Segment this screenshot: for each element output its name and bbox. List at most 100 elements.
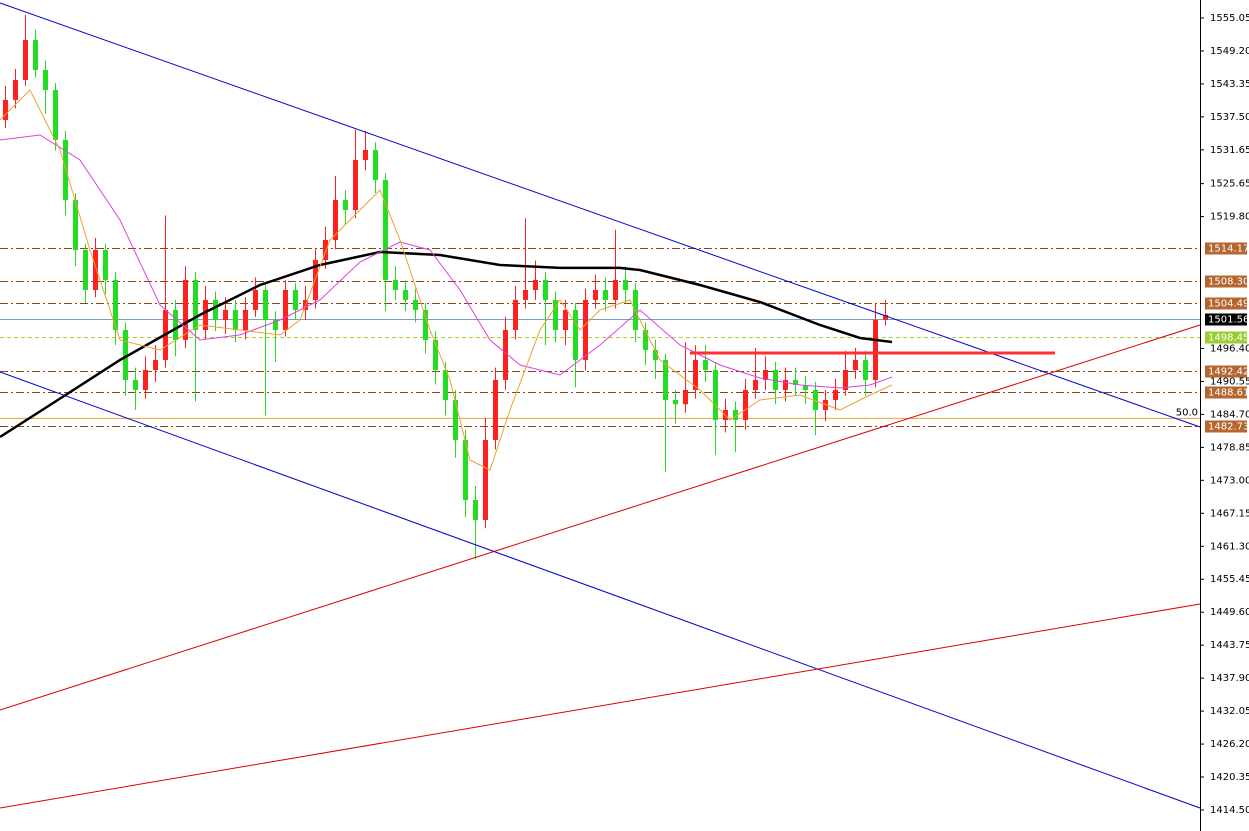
candle-body xyxy=(33,39,38,70)
y-tick-label: 1426.20 xyxy=(1210,739,1249,750)
trendline xyxy=(0,603,1201,809)
candle-body xyxy=(213,299,218,320)
candle-body xyxy=(443,369,448,400)
y-tick-label: 1420.35 xyxy=(1210,772,1249,783)
candle-body xyxy=(23,39,28,80)
y-tick-label: 1549.20 xyxy=(1210,46,1249,57)
candle-body xyxy=(683,390,688,405)
moving-average xyxy=(0,250,893,439)
y-tick-label: 1478.85 xyxy=(1210,442,1249,453)
y-tick-label: 1537.50 xyxy=(1210,112,1249,123)
fib-label: 50.0 xyxy=(1176,407,1198,418)
candle-body xyxy=(433,339,438,370)
candle-body xyxy=(533,280,538,290)
price-level-box xyxy=(1205,365,1247,378)
candle-body xyxy=(343,199,348,210)
candle-body xyxy=(883,314,888,320)
y-tick-label: 1467.15 xyxy=(1210,508,1249,519)
candle-body xyxy=(783,379,788,391)
candle-body xyxy=(373,150,378,180)
moving-average xyxy=(0,89,893,471)
candle-body xyxy=(553,299,558,330)
candle-body xyxy=(503,329,508,380)
candle-body xyxy=(153,359,158,370)
candle-body xyxy=(193,280,198,330)
candle-body xyxy=(463,439,468,500)
candle-body xyxy=(113,280,118,330)
candle-body xyxy=(663,359,668,400)
candle-body xyxy=(263,289,268,320)
price-level-label: 1498.45 xyxy=(1208,333,1249,344)
candle-body xyxy=(393,280,398,290)
price-level-label: 1482.73 xyxy=(1208,422,1249,433)
candle-body xyxy=(743,390,748,420)
y-tick-label: 1437.90 xyxy=(1210,673,1249,684)
price-level-label: 1492.42 xyxy=(1208,367,1249,378)
candle-body xyxy=(673,399,678,405)
candle-body xyxy=(143,369,148,391)
y-tick-label: 1414.50 xyxy=(1210,805,1249,816)
candle-body xyxy=(133,379,138,391)
candle-body xyxy=(43,69,48,90)
candle-body xyxy=(623,280,628,290)
price-level-label: 1501.56 xyxy=(1208,315,1249,326)
candle-body xyxy=(403,289,408,300)
y-tick-label: 1432.05 xyxy=(1210,706,1249,717)
candle-body xyxy=(843,369,848,391)
candle-body xyxy=(693,359,698,391)
candle-body xyxy=(813,390,818,411)
moving-average xyxy=(0,134,893,389)
candle-body xyxy=(183,280,188,340)
candle-body xyxy=(273,319,278,330)
y-tick-label: 1443.75 xyxy=(1210,640,1249,651)
candle-body xyxy=(793,379,798,385)
price-level-label: 1488.61 xyxy=(1208,388,1249,399)
price-level-box xyxy=(1205,297,1247,310)
candle-body xyxy=(173,309,178,340)
candle-body xyxy=(613,280,618,300)
candle-body xyxy=(853,359,858,370)
candle-body xyxy=(333,199,338,240)
price-level-box xyxy=(1205,331,1247,344)
price-level-label: 1508.30 xyxy=(1208,277,1249,288)
candle-body xyxy=(223,309,228,320)
candle-body xyxy=(543,280,548,300)
candle-body xyxy=(873,319,878,380)
candle-body xyxy=(323,239,328,261)
candle-body xyxy=(233,309,238,330)
candle-body xyxy=(493,379,498,440)
candle-body xyxy=(53,89,58,140)
price-level-label: 1504.49 xyxy=(1208,299,1249,310)
candle-body xyxy=(383,179,388,281)
candle-body xyxy=(703,359,708,370)
candle-body xyxy=(123,329,128,380)
candle-body xyxy=(573,309,578,360)
trendline xyxy=(0,2,1201,428)
candle-body xyxy=(3,99,8,120)
candle-body xyxy=(413,299,418,310)
candle-body xyxy=(483,439,488,521)
candle-body xyxy=(253,289,258,310)
candle-body xyxy=(773,369,778,391)
price-level-box xyxy=(1205,313,1247,326)
y-tick-label: 1525.65 xyxy=(1210,179,1249,190)
candle-body xyxy=(593,289,598,300)
candle-body xyxy=(353,159,358,210)
trendline xyxy=(0,371,1201,809)
candle-body xyxy=(583,299,588,360)
candle-body xyxy=(103,249,108,281)
y-tick-label: 1555.05 xyxy=(1210,13,1249,24)
candle-body xyxy=(523,289,528,300)
candle-body xyxy=(643,329,648,350)
y-tick-label: 1473.00 xyxy=(1210,475,1249,486)
candle-body xyxy=(83,249,88,290)
candle-body xyxy=(453,399,458,440)
candle-body xyxy=(73,199,78,250)
candle-body xyxy=(203,299,208,330)
candle-body xyxy=(13,79,18,100)
price-level-box xyxy=(1205,242,1247,255)
trendline xyxy=(0,324,1201,711)
y-tick-label: 1490.55 xyxy=(1210,376,1249,387)
